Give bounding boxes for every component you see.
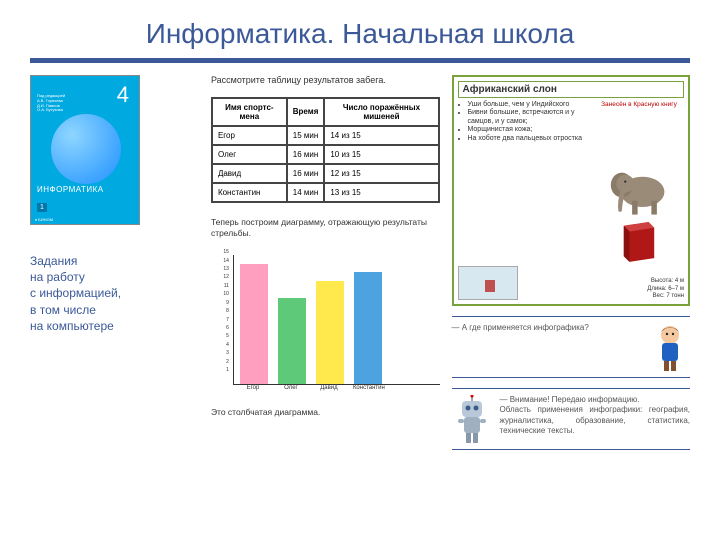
- bullet: На хоботе два пальцевых отростка: [468, 135, 591, 143]
- table-row: Олег16 мин10 из 15: [212, 145, 439, 164]
- publisher-logo: ♦ БИНОМ: [35, 217, 53, 222]
- page-title: Информатика. Начальная школа: [0, 0, 720, 58]
- textbook-cover: 4 Под редакцией А.В. Горячева Д.И. Павло…: [30, 75, 140, 225]
- bullet: Бивни большие, встречаются и у самцов, и…: [468, 109, 591, 126]
- world-map-icon: [458, 266, 518, 300]
- table-row: Егор15 мин14 из 15: [212, 126, 439, 145]
- chart-instruction: Теперь построим диаграмму, отражающую ре…: [211, 217, 440, 239]
- content-grid: 4 Под редакцией А.В. Горячева Д.И. Павло…: [0, 75, 720, 450]
- bar-chart: [233, 255, 440, 385]
- redbook-label: Занесён в Красную книгу: [601, 101, 677, 161]
- results-table: Имя спортс-менаВремяЧисло поражённых миш…: [211, 97, 440, 203]
- x-axis-labels: ЕгорОлегДавидКонстантин: [239, 385, 440, 391]
- bar: [278, 298, 306, 384]
- redbook-icon: [620, 220, 658, 262]
- table-header: Имя спортс-мена: [212, 98, 287, 126]
- subject-label: ИНФОРМАТИКА: [37, 185, 104, 194]
- elephant-stats: Высота: 4 м Длина: 6–7 м Вес: 7 тонн: [522, 278, 685, 300]
- elephant-icon: [604, 163, 674, 218]
- grade-number: 4: [117, 82, 129, 108]
- left-column: 4 Под редакцией А.В. Горячева Д.И. Павло…: [30, 75, 199, 450]
- elephant-title: Африканский слон: [458, 81, 685, 98]
- y-axis-labels: 123456789101112131415: [215, 249, 229, 373]
- bar: [354, 272, 382, 384]
- robot-icon: [452, 395, 492, 443]
- dialog-question: — А где применяется инфографика?: [452, 316, 691, 378]
- chart-caption: Это столбчатая диаграмма.: [211, 407, 440, 417]
- dialog1-text: — А где применяется инфографика?: [452, 323, 643, 333]
- chart-container: 123456789101112131415 ЕгорОлегДавидКонст…: [211, 249, 440, 391]
- bullet: Морщинистая кожа;: [468, 126, 591, 134]
- table-header: Число поражённых мишеней: [324, 98, 438, 126]
- bar: [240, 264, 268, 384]
- boy-icon: [650, 323, 690, 371]
- table-row: Давид16 мин12 из 15: [212, 164, 439, 183]
- dialog2-text: — Внимание! Передаю информацию. Область …: [500, 395, 691, 437]
- title-underline: [30, 58, 690, 63]
- table-row: Константин14 мин13 из 15: [212, 183, 439, 202]
- middle-column: Рассмотрите таблицу результатов забега. …: [211, 75, 440, 450]
- authors: Под редакцией А.В. Горячева Д.И. Павлов …: [37, 94, 65, 113]
- globe-icon: [51, 114, 121, 184]
- part-label: 1: [37, 203, 47, 212]
- dialog-answer: — Внимание! Передаю информацию. Область …: [452, 388, 691, 450]
- table-instruction: Рассмотрите таблицу результатов забега.: [211, 75, 440, 87]
- right-column: Африканский слон Уши больше, чем у Индий…: [452, 75, 691, 450]
- table-header: Время: [287, 98, 325, 126]
- description-text: Задания на работу с информацией, в том ч…: [30, 253, 199, 334]
- elephant-bullets: Уши больше, чем у ИндийскогоБивни больши…: [458, 101, 591, 262]
- elephant-infographic: Африканский слон Уши больше, чем у Индий…: [452, 75, 691, 306]
- bar: [316, 281, 344, 384]
